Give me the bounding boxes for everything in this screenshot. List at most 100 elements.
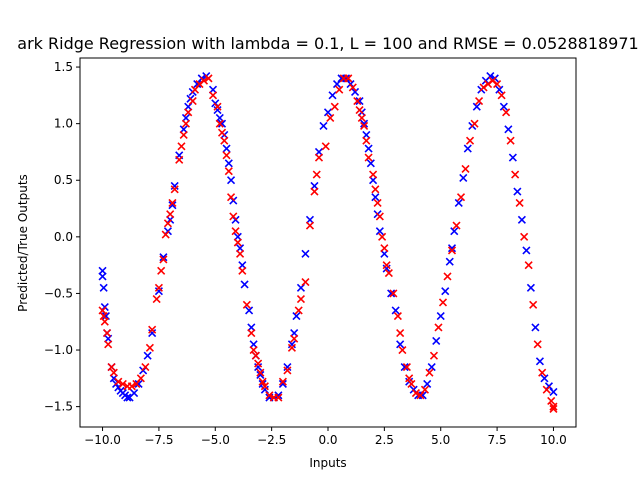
- true-output-marker: [364, 144, 373, 153]
- true-output-marker: [154, 287, 163, 296]
- predicted-output-marker: [456, 193, 466, 202]
- predicted-output-marker: [470, 119, 479, 128]
- predicted-output-marker: [145, 343, 154, 352]
- true-output-marker: [459, 173, 468, 183]
- predicted-output-marker: [132, 379, 141, 389]
- predicted-output-marker: [420, 385, 430, 394]
- predicted-output-marker: [529, 300, 538, 309]
- predicted-output-marker: [260, 382, 269, 391]
- predicted-output-marker: [249, 345, 258, 355]
- predicted-output-marker: [344, 74, 353, 83]
- predicted-output-marker: [402, 362, 411, 372]
- predicted-output-marker: [184, 108, 193, 117]
- true-output-marker: [245, 306, 254, 315]
- predicted-output-marker: [278, 377, 287, 386]
- predicted-output-marker: [107, 362, 116, 372]
- true-output-marker: [499, 102, 508, 111]
- predicted-output-marker: [378, 232, 387, 241]
- x-tick-label: 0.0: [318, 433, 337, 447]
- true-output-marker: [371, 193, 380, 202]
- true-output-marker: [436, 312, 445, 321]
- predicted-output-marker: [549, 402, 558, 411]
- predicted-output-marker: [148, 325, 157, 334]
- x-axis-label: Inputs: [309, 456, 346, 470]
- predicted-output-marker: [502, 108, 511, 117]
- true-output-marker: [526, 283, 535, 292]
- true-output-marker: [396, 340, 405, 349]
- true-output-marker: [540, 374, 549, 383]
- true-output-marker: [292, 312, 301, 321]
- x-tick-label: 2.5: [375, 433, 394, 447]
- predicted-output-marker: [360, 121, 369, 130]
- predicted-output-marker: [364, 153, 373, 162]
- predicted-output-marker: [429, 351, 439, 360]
- true-output-marker: [522, 246, 531, 255]
- predicted-output-marker: [355, 106, 364, 115]
- true-output-marker: [463, 144, 472, 153]
- predicted-output-marker: [136, 374, 145, 383]
- true-output-marker: [222, 144, 231, 153]
- true-output-marker: [328, 91, 337, 100]
- data-markers: [98, 72, 558, 413]
- true-output-marker: [423, 379, 432, 389]
- predicted-output-marker: [233, 238, 242, 247]
- true-output-marker: [98, 272, 107, 281]
- predicted-output-marker: [181, 119, 191, 128]
- predicted-output-marker: [204, 74, 213, 83]
- predicted-output-marker: [547, 396, 556, 406]
- predicted-output-marker: [407, 379, 416, 389]
- true-output-marker: [450, 227, 459, 236]
- predicted-output-marker: [247, 328, 256, 338]
- predicted-output-marker: [258, 377, 267, 386]
- predicted-output-marker: [217, 128, 227, 137]
- predicted-output-marker: [236, 249, 245, 258]
- true-output-marker: [278, 379, 287, 389]
- y-tick-label: −1.5: [44, 400, 73, 414]
- true-output-marker: [148, 328, 157, 338]
- predicted-output-marker: [166, 210, 175, 219]
- true-output-marker: [283, 362, 292, 372]
- predicted-output-marker: [515, 198, 524, 207]
- predicted-output-marker: [152, 295, 161, 304]
- predicted-output-marker: [425, 368, 434, 377]
- predicted-output-marker: [283, 366, 292, 375]
- true-output-marker: [360, 119, 369, 128]
- x-tick-label: 10.0: [540, 433, 567, 447]
- predicted-output-marker: [179, 130, 188, 140]
- predicted-output-marker: [452, 221, 461, 230]
- predicted-output-marker: [294, 306, 303, 315]
- true-output-marker: [301, 249, 310, 258]
- predicted-output-marker: [465, 136, 475, 145]
- predicted-output-marker: [141, 362, 150, 372]
- true-output-marker: [323, 108, 333, 117]
- predicted-output-marker: [188, 96, 197, 106]
- predicted-output-marker: [229, 212, 238, 221]
- predicted-output-marker: [256, 368, 265, 377]
- predicted-output-marker: [474, 96, 484, 106]
- predicted-output-marker: [190, 85, 200, 94]
- true-output-marker: [355, 96, 364, 106]
- x-tick-label: 7.5: [488, 433, 507, 447]
- predicted-output-marker: [296, 295, 306, 304]
- predicted-output-marker: [159, 255, 168, 264]
- predicted-output-marker: [208, 91, 218, 100]
- predicted-output-marker: [287, 343, 296, 352]
- true-output-marker: [517, 215, 526, 224]
- predicted-output-marker: [369, 170, 378, 179]
- predicted-output-marker: [524, 261, 533, 270]
- true-output-marker: [224, 159, 233, 168]
- predicted-output-marker: [375, 212, 384, 221]
- true-output-marker: [535, 357, 544, 366]
- true-output-marker: [447, 244, 457, 253]
- predicted-output-marker: [335, 85, 344, 94]
- predicted-output-marker: [357, 113, 366, 123]
- predicted-output-marker: [533, 340, 542, 349]
- predicted-output-marker: [118, 379, 127, 389]
- true-output-marker: [134, 379, 143, 389]
- true-output-marker: [513, 187, 522, 196]
- true-output-marker: [226, 176, 236, 185]
- predicted-output-marker: [382, 261, 391, 270]
- true-output-marker: [193, 79, 202, 89]
- predicted-output-marker: [290, 334, 299, 343]
